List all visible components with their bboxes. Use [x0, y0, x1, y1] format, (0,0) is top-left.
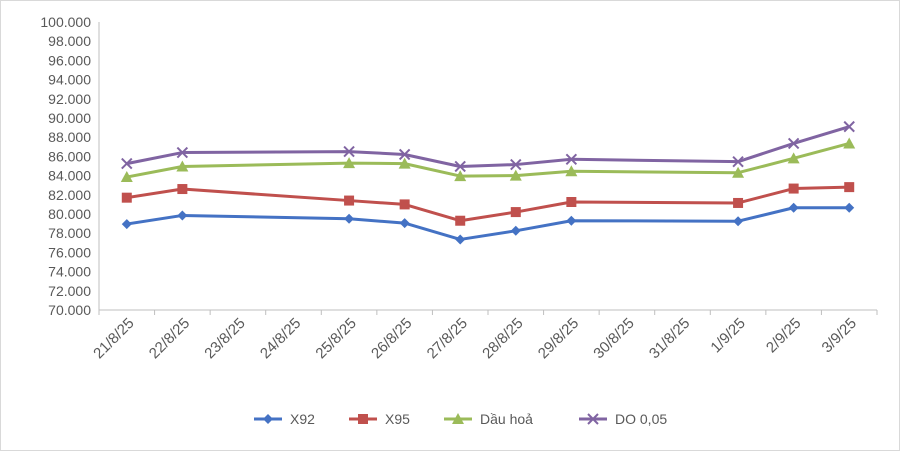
data-point — [565, 165, 578, 177]
y-tick-label: 88.000 — [48, 129, 91, 145]
series-line — [126, 206, 850, 241]
x-axis-ticks: 21/8/25 22/8/25 23/8/25 24/8/25 25/8/25 26/8/… — [90, 310, 878, 362]
y-tick-label: 92.000 — [48, 91, 91, 107]
legend-label: DO 0,05 — [615, 411, 667, 427]
data-point — [509, 169, 522, 181]
data-point — [843, 137, 856, 149]
data-point — [566, 197, 577, 207]
data-point — [398, 148, 411, 161]
y-tick-label: 78.000 — [48, 225, 91, 241]
y-tick-label: 96.000 — [48, 52, 91, 68]
data-point — [733, 216, 744, 227]
y-tick-label: 90.000 — [48, 110, 91, 126]
series-3 — [120, 137, 856, 183]
data-point — [733, 197, 744, 208]
legend-item: X95 — [349, 411, 410, 427]
y-tick-label: 80.000 — [48, 206, 91, 222]
y-tick-label: 76.000 — [48, 244, 91, 260]
series-4 — [121, 120, 855, 173]
x-tick-label: 24/8/25 — [257, 315, 304, 362]
legend-swatch-marker — [358, 414, 368, 424]
legend-swatch-marker — [587, 413, 599, 425]
data-point — [787, 137, 800, 150]
x-tick-label: 28/8/25 — [479, 315, 526, 362]
y-tick-label: 94.000 — [48, 72, 91, 88]
data-point — [510, 207, 521, 218]
data-point — [732, 166, 745, 178]
x-tick-label: 2/9/25 — [763, 315, 805, 357]
data-point — [844, 202, 855, 213]
y-tick-label: 100.000 — [40, 14, 91, 30]
data-point — [121, 219, 132, 230]
y-tick-label: 84.000 — [48, 168, 91, 184]
data-point — [176, 146, 189, 159]
legend: X92 X95 Dầu hoả DO 0,05 — [254, 411, 667, 427]
x-tick-label: 23/8/25 — [201, 315, 248, 362]
data-point — [343, 157, 356, 169]
data-point — [455, 215, 466, 226]
legend-label: X95 — [385, 411, 410, 427]
y-tick-label: 74.000 — [48, 264, 91, 280]
data-point — [176, 160, 189, 172]
x-tick-label: 25/8/25 — [312, 315, 359, 362]
series-line — [126, 185, 850, 223]
y-tick-label: 98.000 — [48, 33, 91, 49]
series-group — [120, 120, 856, 245]
x-tick-label: 26/8/25 — [368, 315, 415, 362]
series-1 — [121, 202, 855, 245]
data-point — [454, 170, 467, 182]
legend-label: X92 — [290, 411, 315, 427]
x-tick-label: 27/8/25 — [424, 315, 471, 362]
data-point — [510, 158, 522, 171]
legend-label: Dầu hoả — [480, 411, 533, 427]
data-point — [565, 153, 578, 165]
data-point — [844, 182, 855, 193]
data-point — [788, 202, 799, 213]
legend-item: Dầu hoả — [444, 411, 533, 427]
data-point — [455, 234, 466, 245]
x-tick-label: 30/8/25 — [590, 315, 637, 362]
x-tick-label: 29/8/25 — [535, 315, 582, 362]
series-2 — [121, 182, 855, 226]
y-tick-label: 72.000 — [48, 283, 91, 299]
y-tick-label: 86.000 — [48, 148, 91, 164]
data-point — [120, 171, 133, 183]
data-point — [788, 183, 799, 194]
data-point — [121, 157, 133, 170]
legend-swatch-marker — [263, 414, 273, 424]
x-tick-label: 1/9/25 — [707, 315, 749, 357]
x-tick-label: 21/8/25 — [90, 315, 137, 362]
data-point — [843, 120, 855, 133]
legend-swatch-marker — [452, 413, 464, 424]
x-tick-label: 31/8/25 — [646, 315, 693, 362]
data-point — [510, 225, 521, 236]
data-point — [343, 145, 355, 158]
data-point — [732, 155, 744, 168]
data-point — [787, 152, 800, 164]
y-axis-ticks: 70.000 72.000 74.000 76.000 78.000 80.000 82.0… — [40, 14, 91, 318]
data-point — [398, 157, 411, 169]
data-point — [177, 210, 188, 221]
x-tick-label: 22/8/25 — [146, 315, 193, 362]
legend-item: DO 0,05 — [579, 411, 667, 427]
series-line — [126, 141, 850, 179]
x-tick-label: 3/9/25 — [819, 315, 861, 357]
y-tick-label: 70.000 — [48, 302, 91, 318]
data-point — [177, 184, 188, 195]
y-tick-label: 82.000 — [48, 187, 91, 203]
data-point — [399, 218, 410, 229]
data-point — [344, 195, 355, 206]
data-point — [399, 199, 410, 210]
data-point — [454, 160, 466, 173]
series-line — [126, 125, 850, 168]
data-point — [344, 213, 355, 224]
data-point — [121, 192, 132, 203]
data-point — [566, 215, 577, 226]
legend-item: X92 — [254, 411, 315, 427]
